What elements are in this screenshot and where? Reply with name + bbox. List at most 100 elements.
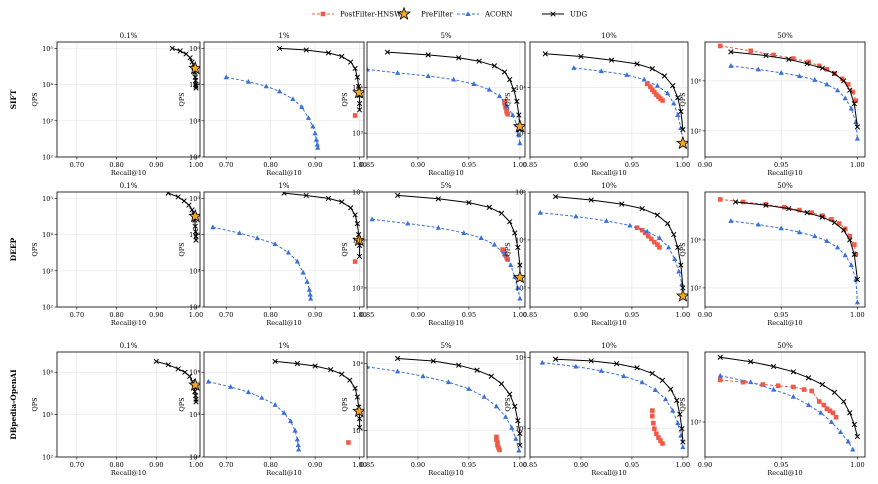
x-axis-label: Recall@10 (767, 319, 802, 327)
point-acorn (627, 222, 633, 228)
y-axis-label: QPS (504, 397, 512, 411)
point-udg (578, 53, 584, 60)
point-udg (303, 47, 309, 53)
panel-dbpedia-openai-4: 0.90 0.95 1.00 10³ 50% Recall@10 QPS (679, 342, 866, 477)
point-udg (786, 205, 792, 212)
legend-label: PostFilter-HNSW (340, 11, 402, 19)
point-udg (192, 77, 199, 84)
point-acorn (679, 281, 685, 287)
legend-marker (320, 11, 326, 17)
point-postfilter-hnsw (652, 89, 657, 95)
point-acorn (310, 123, 316, 129)
y-tick-label: 10⁴ (515, 84, 526, 92)
y-axis-label: QPS (31, 92, 39, 106)
point-udg (328, 366, 334, 373)
x-tick-label: 0.90 (698, 461, 712, 469)
point-acorn (471, 81, 477, 86)
point-udg (678, 108, 684, 115)
x-tick-label: 1.00 (189, 161, 203, 169)
point-udg (354, 394, 360, 400)
plot-area (367, 355, 523, 453)
point-udg (634, 365, 640, 371)
point-udg (514, 98, 520, 104)
x-axis-label: Recall@10 (591, 469, 626, 477)
point-udg (276, 45, 283, 52)
point-acorn (828, 419, 835, 424)
point-acorn (517, 295, 523, 301)
point-postfilter-hnsw (654, 431, 659, 437)
point-postfilter-hnsw (495, 440, 500, 445)
point-udg (847, 410, 853, 416)
point-udg (831, 70, 838, 77)
x-axis-label: Recall@10 (591, 169, 626, 177)
point-postfilter-hnsw (352, 259, 358, 264)
axes-frame (366, 41, 526, 158)
point-postfilter-hnsw (791, 56, 796, 61)
point-udg (851, 251, 857, 258)
panel-sift-4: 0.90 0.95 1.00 10³ 10⁴ 50% Recall@10 QPS (679, 32, 866, 177)
x-tick-label: 0.80 (109, 461, 123, 469)
point-postfilter-hnsw (809, 210, 814, 216)
point-acorn (854, 299, 860, 305)
y-tick-label: 10⁴ (352, 360, 363, 368)
y-tick-label: 10⁴ (42, 231, 53, 239)
y-tick-label: 10³ (515, 130, 526, 138)
point-postfilter-hnsw (853, 98, 859, 104)
point-acorn (665, 90, 671, 96)
panel-sift-3: 0.85 0.90 0.95 1.00 10³ 10⁴ 10% Recall@10 QPS (504, 32, 690, 177)
plot-area (717, 43, 861, 141)
point-udg (488, 373, 495, 379)
point-udg (348, 205, 354, 211)
point-acorn (675, 420, 681, 426)
y-tick-label: 10³ (42, 267, 53, 275)
legend-marker (550, 11, 556, 17)
y-tick-label: 10² (42, 304, 53, 312)
point-acorn (288, 418, 294, 424)
x-tick-label: 0.95 (774, 161, 788, 169)
point-acorn (294, 436, 300, 442)
point-acorn (644, 228, 650, 234)
row-label: DEEP (9, 237, 18, 261)
point-acorn (818, 409, 824, 415)
point-acorn (228, 384, 234, 389)
point-udg (680, 126, 686, 133)
series-line-udg (275, 360, 361, 428)
y-tick-label: 10⁵ (42, 195, 53, 203)
point-acorn (834, 244, 841, 250)
point-udg (841, 398, 847, 405)
point-postfilter-hnsw (505, 111, 510, 117)
point-udg (356, 83, 362, 89)
y-axis-label: QPS (178, 397, 186, 411)
point-udg (542, 51, 548, 57)
point-acorn (666, 244, 672, 250)
y-tick-label: 10⁴ (352, 236, 363, 244)
point-udg (175, 194, 181, 200)
point-udg (193, 83, 199, 89)
point-acorn (502, 251, 508, 257)
point-acorn (496, 93, 503, 99)
point-acorn (294, 258, 300, 264)
point-postfilter-hnsw (717, 197, 723, 202)
x-tick-label: 0.85 (523, 161, 537, 169)
y-tick-label: 10³ (515, 284, 526, 292)
point-udg (498, 210, 505, 216)
point-udg (474, 367, 480, 373)
point-acorn (254, 235, 260, 241)
point-udg (668, 386, 674, 392)
point-udg (804, 61, 810, 67)
point-postfilter-hnsw (634, 225, 640, 231)
point-acorn (656, 235, 663, 240)
point-acorn (493, 403, 500, 409)
point-acorn (806, 402, 812, 408)
plot-area (369, 192, 525, 301)
point-acorn (573, 213, 579, 219)
point-udg (165, 192, 171, 196)
point-postfilter-hnsw (763, 202, 769, 207)
point-postfilter-hnsw (656, 435, 661, 440)
point-udg (679, 426, 685, 432)
y-axis-label: QPS (31, 242, 39, 256)
point-udg (512, 403, 518, 409)
point-acorn (313, 136, 320, 142)
point-udg (515, 244, 521, 251)
point-postfilter-hnsw (820, 213, 825, 219)
